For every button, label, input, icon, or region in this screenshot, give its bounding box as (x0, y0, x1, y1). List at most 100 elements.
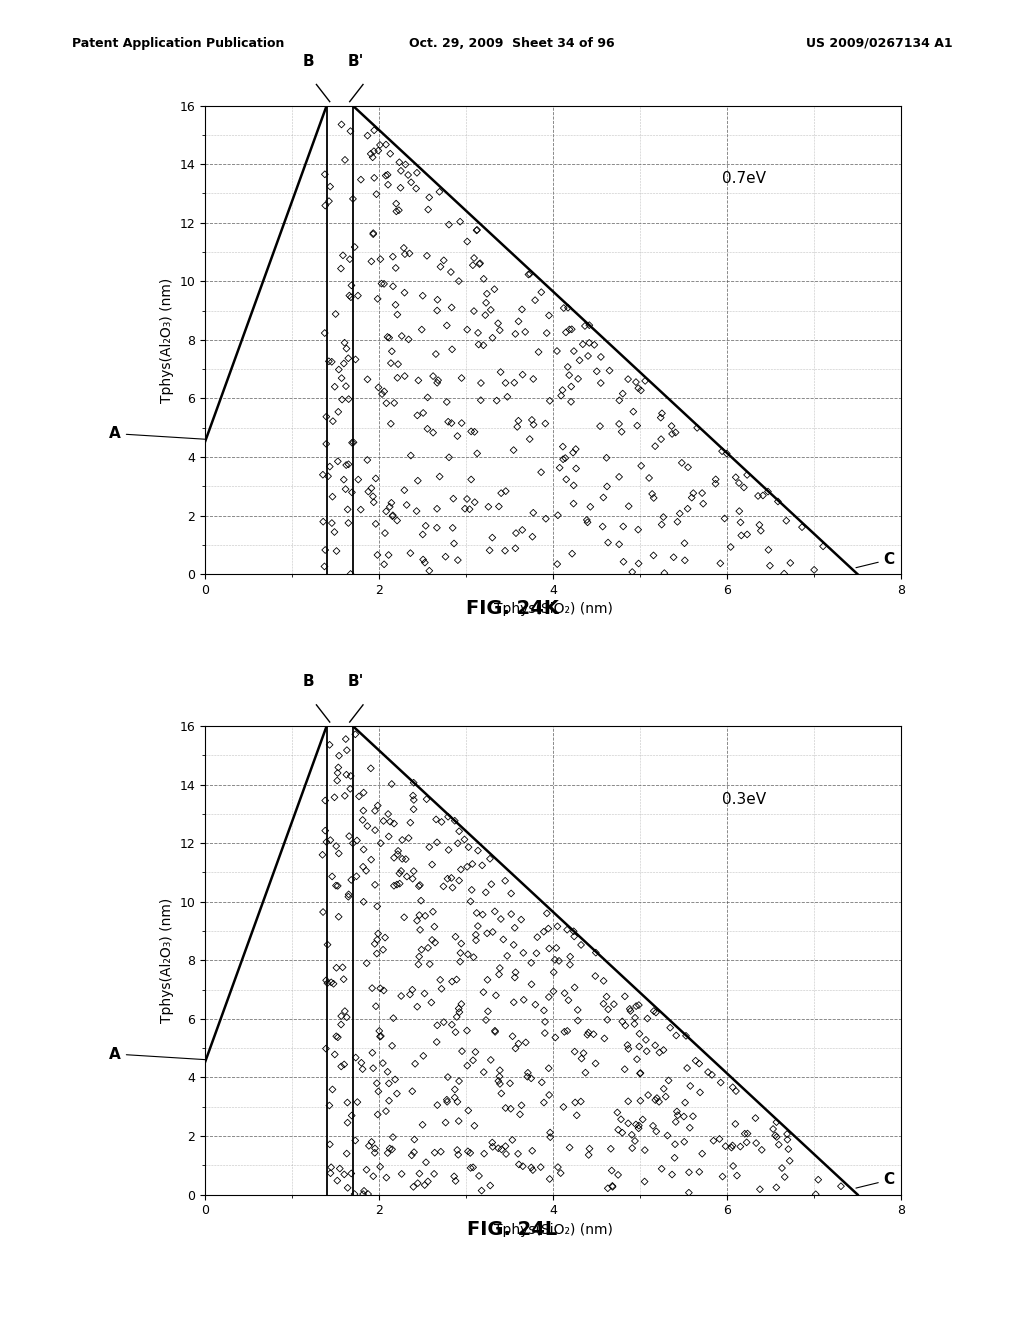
Point (377, 523, 393, 544)
Point (402, 445, 419, 466)
Point (553, 385, 569, 407)
Point (324, 351, 340, 372)
Point (376, 979, 392, 1001)
Point (337, 333, 353, 354)
Point (484, 1137, 501, 1158)
Point (465, 1156, 481, 1177)
Point (815, 536, 831, 557)
Point (369, 1073, 385, 1094)
Point (322, 1134, 338, 1155)
Point (469, 219, 485, 240)
Point (667, 1147, 683, 1168)
Point (318, 832, 335, 853)
Point (727, 467, 743, 488)
Point (453, 933, 469, 954)
Point (381, 826, 397, 847)
Point (411, 370, 427, 391)
Point (523, 409, 540, 430)
Point (360, 480, 377, 502)
Point (420, 387, 436, 408)
Point (604, 1175, 621, 1196)
Point (520, 264, 537, 285)
Point (595, 993, 611, 1014)
Point (523, 1068, 540, 1089)
Point (338, 764, 354, 785)
Point (401, 983, 418, 1005)
Point (422, 953, 438, 974)
Point (492, 957, 508, 978)
Point (359, 816, 376, 837)
Point (555, 1097, 571, 1118)
Point (336, 1053, 352, 1074)
Point (480, 1001, 497, 1022)
Point (415, 549, 431, 570)
Point (400, 828, 417, 849)
Point (391, 873, 408, 894)
Point (575, 1043, 592, 1064)
Point (566, 925, 583, 946)
Point (322, 176, 338, 197)
Point (342, 779, 358, 800)
Point (333, 257, 349, 279)
Point (537, 1011, 553, 1032)
Point (367, 933, 383, 954)
Point (662, 1018, 678, 1039)
Point (386, 392, 402, 413)
Point (556, 1022, 572, 1043)
Point (486, 1020, 503, 1041)
Point (415, 285, 431, 306)
Point (338, 376, 354, 397)
Point (338, 729, 354, 750)
Point (614, 1011, 631, 1032)
Point (429, 372, 445, 393)
Point (316, 322, 333, 343)
Point (670, 511, 686, 532)
Point (343, 870, 359, 891)
Point (404, 979, 421, 1001)
Y-axis label: Tphys(Al₂O₃) (nm): Tphys(Al₂O₃) (nm) (160, 898, 174, 1023)
Point (373, 833, 389, 854)
Point (565, 442, 582, 463)
Point (627, 1130, 643, 1151)
Point (512, 1104, 528, 1125)
Point (372, 135, 388, 156)
Point (554, 380, 570, 401)
Point (451, 821, 467, 842)
Point (719, 444, 735, 465)
Point (339, 1007, 355, 1028)
Point (553, 1163, 569, 1184)
Point (449, 969, 465, 990)
Point (717, 508, 733, 529)
Point (346, 1184, 362, 1205)
Point (566, 977, 583, 998)
Point (639, 1040, 655, 1061)
Point (376, 381, 392, 403)
Point (573, 1048, 590, 1069)
Point (547, 1027, 563, 1048)
Point (369, 929, 385, 950)
Point (713, 1072, 729, 1093)
Point (703, 1064, 720, 1085)
Point (466, 301, 482, 322)
Point (589, 360, 605, 381)
Point (615, 552, 632, 573)
Point (580, 346, 596, 367)
Point (435, 876, 452, 898)
Point (667, 1134, 683, 1155)
Point (380, 164, 396, 185)
Point (475, 1061, 492, 1082)
Point (424, 929, 440, 950)
Point (517, 1032, 534, 1053)
Point (437, 1111, 454, 1133)
Point (342, 564, 358, 585)
Point (586, 334, 602, 355)
Point (476, 1143, 493, 1164)
Point (623, 1001, 639, 1022)
Point (579, 510, 595, 531)
Point (582, 314, 598, 335)
Point (631, 994, 647, 1015)
Text: B': B' (348, 675, 364, 689)
Point (427, 932, 443, 953)
Point (362, 849, 379, 870)
Point (432, 969, 449, 990)
